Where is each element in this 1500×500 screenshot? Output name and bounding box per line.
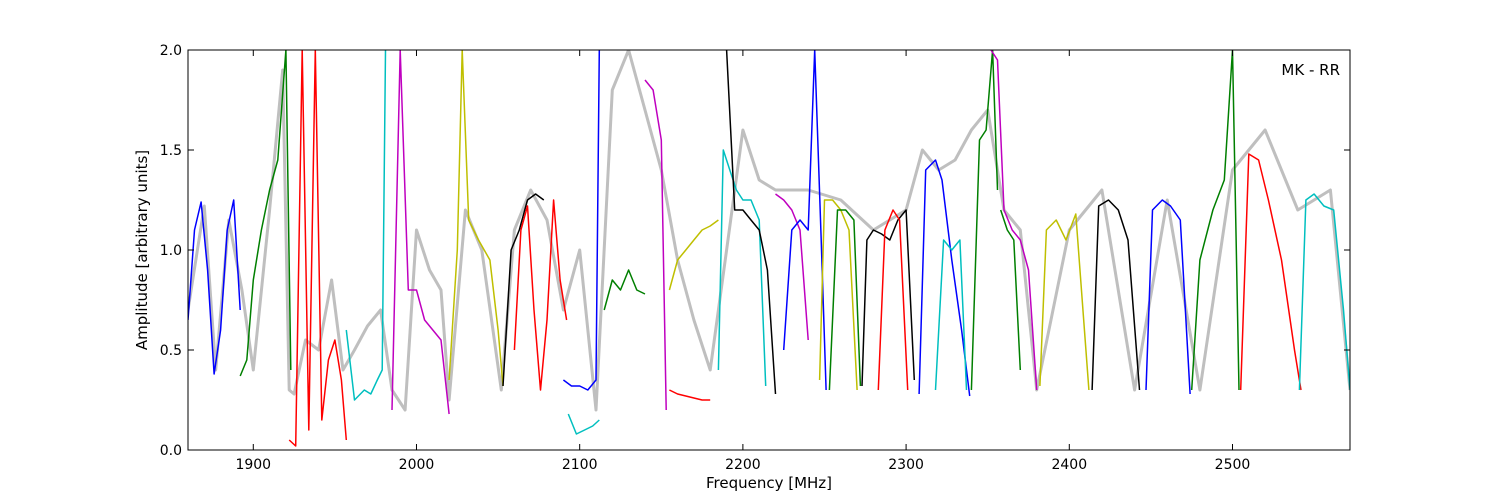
series-line-14 (717, 149, 767, 387)
y-tick-label: 0.0 (160, 443, 182, 459)
series-line-26 (999, 209, 1022, 371)
y-tick-label: 1.0 (160, 243, 182, 259)
series-line-6 (502, 193, 545, 387)
series-line-27 (1039, 213, 1090, 391)
series-line-5 (448, 50, 504, 387)
series-line-17 (782, 50, 827, 391)
y-tick-label: 0.5 (160, 343, 182, 359)
series-line-12 (669, 389, 711, 401)
series-line-29 (1145, 199, 1191, 395)
chart-annotation: MK - RR (1281, 61, 1340, 79)
series-line-7 (513, 199, 568, 391)
series-line-28 (1091, 199, 1141, 391)
series-background-line (188, 50, 1350, 412)
series-line-9 (567, 413, 600, 435)
series-line-19 (828, 209, 862, 391)
series-line-25 (990, 50, 1038, 391)
series-line-1 (239, 50, 292, 377)
series-line-22 (918, 159, 971, 397)
series-line-8 (562, 50, 601, 391)
y-tick-label: 1.5 (160, 143, 182, 159)
series-line-4 (391, 50, 450, 415)
x-tick-label: 2200 (725, 457, 761, 473)
series-line-13 (668, 219, 719, 291)
series-line-23 (934, 239, 968, 391)
series-line-11 (644, 79, 667, 411)
x-tick-label: 2400 (1051, 457, 1087, 473)
series-line-16 (775, 193, 809, 341)
series-line-30 (1190, 50, 1240, 391)
series-line-32 (1298, 193, 1350, 391)
x-tick-label: 2000 (399, 457, 435, 473)
x-tick-label: 2100 (562, 457, 598, 473)
series-line-20 (861, 209, 916, 387)
x-tick-label: 2500 (1215, 457, 1251, 473)
series-line-18 (818, 199, 858, 391)
series-line-2 (288, 50, 348, 447)
x-tick-label: 1900 (235, 457, 271, 473)
x-tick-label: 2300 (888, 457, 924, 473)
series-line-31 (1239, 153, 1302, 391)
series-line-15 (725, 50, 777, 395)
series-line-3 (345, 50, 387, 401)
series-line-10 (603, 269, 646, 311)
series-line-0 (188, 199, 241, 375)
y-axis-title: Amplitude [arbitrary units] (133, 150, 151, 350)
series-line-24 (970, 50, 999, 391)
series-line-21 (877, 209, 909, 391)
x-axis-title: Frequency [MHz] (706, 474, 832, 492)
y-tick-label: 2.0 (160, 43, 182, 59)
